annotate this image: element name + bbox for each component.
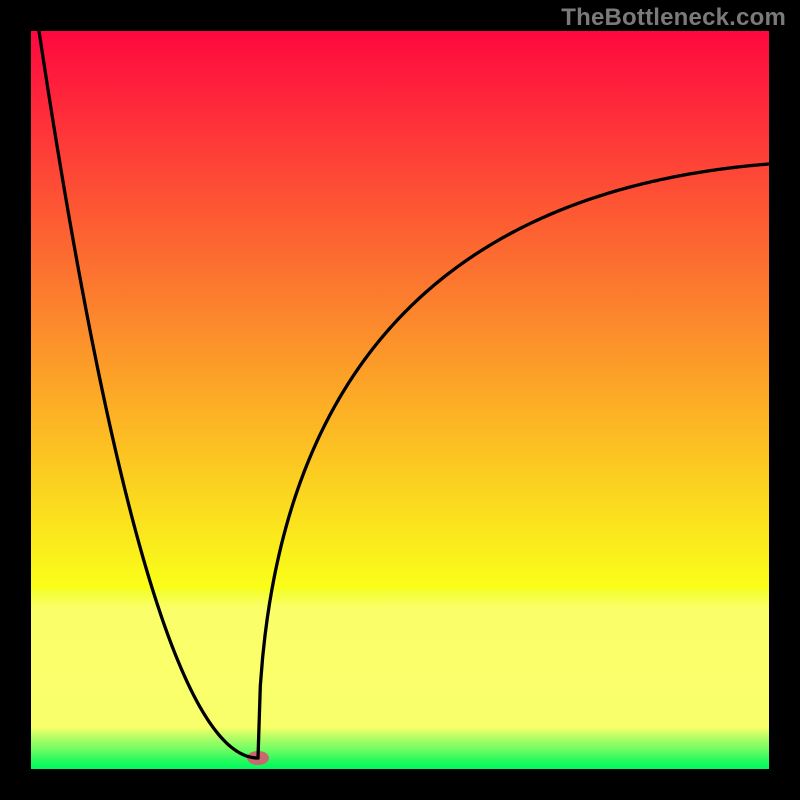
- watermark-text: TheBottleneck.com: [561, 4, 786, 32]
- chart-container: TheBottleneck.com: [0, 0, 800, 800]
- bottleneck-chart: [0, 0, 800, 800]
